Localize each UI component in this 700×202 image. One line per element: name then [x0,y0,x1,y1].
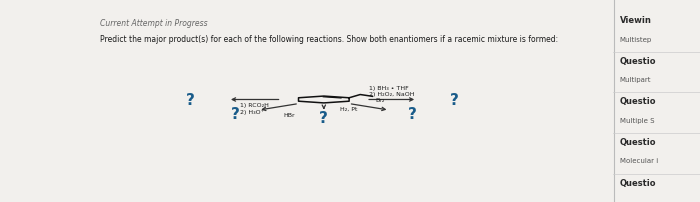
Text: Br₂: Br₂ [375,97,384,102]
Text: Molecular i: Molecular i [620,158,658,164]
Text: Questio: Questio [620,97,656,106]
Text: ?: ? [231,107,240,122]
Text: HBr: HBr [284,113,295,118]
Text: ?: ? [186,93,195,107]
Text: Questio: Questio [620,137,656,146]
Text: Multistep: Multistep [620,36,652,42]
Text: Predict the major product(s) for each of the following reactions. Show both enan: Predict the major product(s) for each of… [99,35,558,44]
Text: ?: ? [450,93,459,107]
Text: ?: ? [407,107,416,122]
Text: 1) BH₃ • THF
2) H₂O₂, NaOH: 1) BH₃ • THF 2) H₂O₂, NaOH [369,86,414,97]
Text: Current Attempt in Progress: Current Attempt in Progress [99,19,207,28]
Text: ?: ? [319,110,328,125]
Text: Viewin: Viewin [620,16,652,25]
Text: Questio: Questio [620,178,656,187]
Text: 1) RCO₂H
2) H₃O⁺: 1) RCO₂H 2) H₃O⁺ [240,103,270,114]
Text: Multiple S: Multiple S [620,117,654,123]
Text: H₂, Pt: H₂, Pt [340,106,358,112]
Text: Questio: Questio [620,57,656,65]
Text: Multipart: Multipart [620,77,651,83]
